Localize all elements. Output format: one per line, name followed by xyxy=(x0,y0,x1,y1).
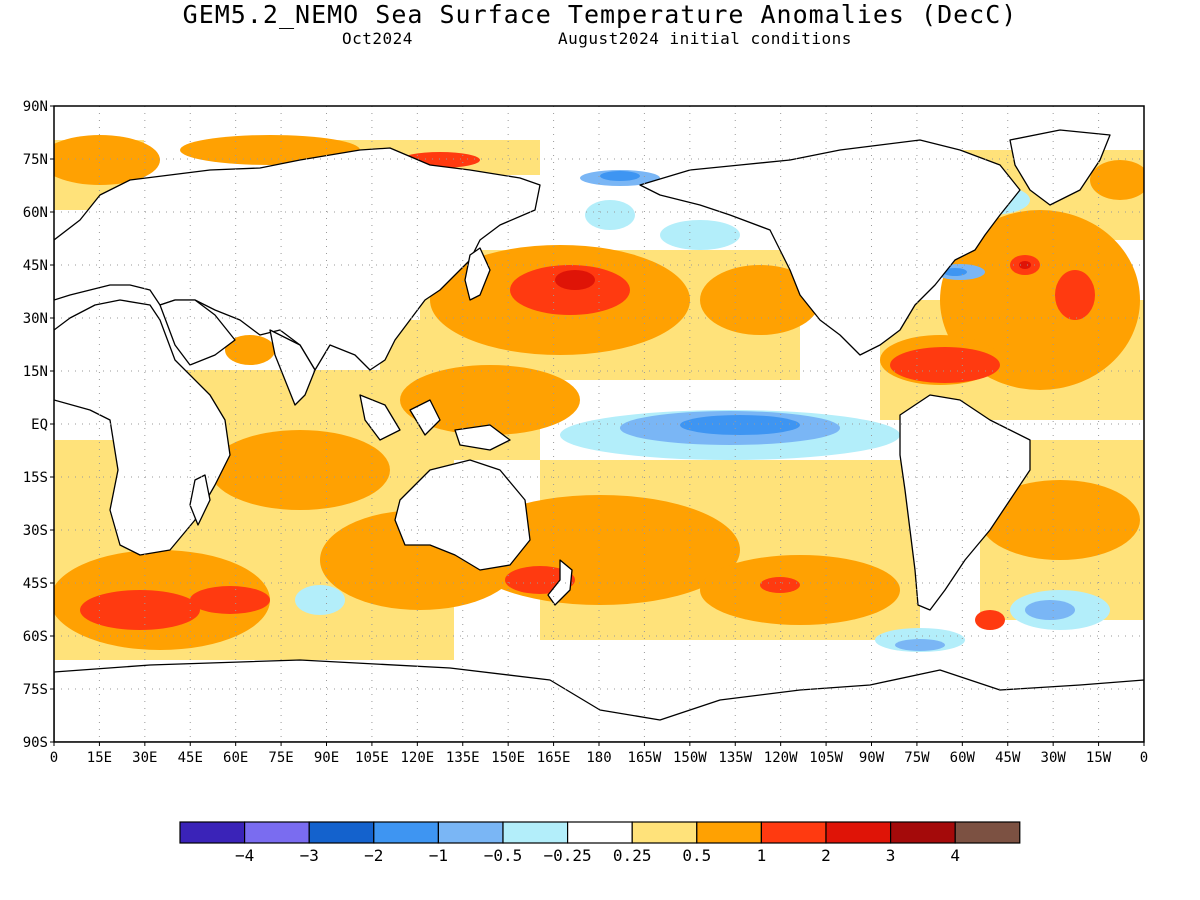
legend-swatch xyxy=(696,821,762,844)
legend-label: −2 xyxy=(364,846,383,865)
lat-label: 30N xyxy=(23,311,48,327)
madagascar xyxy=(189,474,211,526)
chart-title: GEM5.2_NEMO Sea Surface Temperature Anom… xyxy=(182,0,1018,29)
australia-landmass xyxy=(394,459,531,571)
legend-swatch xyxy=(437,821,504,844)
color-legend: −4 −3 −2 −1 −0.5 −0.25 0.25 0.5 1 2 3 4 xyxy=(179,821,1021,865)
lon-label: 75W xyxy=(904,750,930,766)
lon-label: 105E xyxy=(355,750,389,766)
lat-label: 60N xyxy=(23,205,48,221)
lon-label: 90E xyxy=(314,750,339,766)
legend-swatch xyxy=(631,821,698,844)
lon-label: 165E xyxy=(537,750,571,766)
lon-label: 60W xyxy=(950,750,976,766)
africa-landmass xyxy=(54,299,231,556)
init-conditions-label: August2024 initial conditions xyxy=(558,29,852,48)
legend-swatch xyxy=(566,821,633,844)
greenland xyxy=(1009,129,1111,206)
lat-label: 30S xyxy=(23,523,48,539)
arabian-peninsula xyxy=(159,299,236,366)
lat-label: 90S xyxy=(23,735,48,751)
legend-label: −0.25 xyxy=(544,846,592,865)
legend-swatch xyxy=(760,821,827,844)
north-america-landmass xyxy=(639,139,1021,356)
legend-label: 0.5 xyxy=(682,846,711,865)
legend-label: −1 xyxy=(429,846,448,865)
indian-subcontinent xyxy=(269,329,316,406)
lon-label: 45W xyxy=(995,750,1021,766)
lat-label: 90N xyxy=(23,99,48,115)
legend-label: 1 xyxy=(757,846,767,865)
lon-label: 0 xyxy=(50,750,58,766)
lat-label: 45S xyxy=(23,576,48,592)
legend-swatch xyxy=(502,821,569,844)
lat-label: 60S xyxy=(23,629,48,645)
lon-label: 45E xyxy=(178,750,203,766)
legend-swatch xyxy=(244,821,310,844)
lon-label: 75E xyxy=(268,750,293,766)
lon-label: 180 xyxy=(586,750,611,766)
lon-label: 135E xyxy=(446,750,480,766)
lon-label: 0 xyxy=(1140,750,1148,766)
legend-label: 0.25 xyxy=(613,846,652,865)
lon-label: 150W xyxy=(673,750,707,766)
legend-label: −3 xyxy=(300,846,319,865)
legend-swatch xyxy=(825,821,892,844)
graticule xyxy=(54,106,1144,742)
lon-label: 30E xyxy=(132,750,157,766)
legend-label: 4 xyxy=(950,846,960,865)
legend-swatch xyxy=(179,821,246,844)
lon-label: 150E xyxy=(491,750,525,766)
lat-label: 15S xyxy=(23,470,48,486)
legend-swatch xyxy=(308,821,375,844)
legend-swatch xyxy=(889,821,956,844)
lon-label: 120W xyxy=(764,750,798,766)
lon-label: 105W xyxy=(809,750,843,766)
valid-month-label: Oct2024 xyxy=(342,29,413,48)
lat-label: 75N xyxy=(23,152,48,168)
lon-label: 90W xyxy=(859,750,885,766)
lon-label: 60E xyxy=(223,750,248,766)
lon-label: 165W xyxy=(628,750,662,766)
maritime-continent xyxy=(359,394,511,451)
lon-label: 120E xyxy=(400,750,434,766)
lon-label: 15E xyxy=(87,750,112,766)
latitude-axis: 90N 75N 60N 45N 30N 15N EQ 15S 30S 45S 60S 75S 90S xyxy=(23,99,54,751)
anomaly-strong-positive xyxy=(80,152,1095,630)
anomaly-strong-negative xyxy=(600,171,967,435)
lat-label: 75S xyxy=(23,682,48,698)
south-america-landmass xyxy=(899,394,1031,611)
longitude-axis: 0 15E 30E 45E 60E 75E 90E 105E 120E 135E 150E 165E 1… xyxy=(50,742,1148,766)
japan xyxy=(464,247,491,301)
legend-swatch xyxy=(954,821,1021,844)
lon-label: 15W xyxy=(1086,750,1112,766)
lat-label: 45N xyxy=(23,258,48,274)
lat-label: 15N xyxy=(23,364,48,380)
legend-swatch xyxy=(373,821,439,844)
legend-label: 2 xyxy=(821,846,831,865)
anomaly-very-strong-positive xyxy=(555,261,1031,290)
new-zealand xyxy=(547,559,573,606)
legend-label: −0.5 xyxy=(484,846,523,865)
legend-label: 3 xyxy=(886,846,896,865)
legend-label: −4 xyxy=(235,846,254,865)
lon-label: 30W xyxy=(1041,750,1067,766)
lat-label: EQ xyxy=(31,417,48,433)
lon-label: 135W xyxy=(718,750,752,766)
